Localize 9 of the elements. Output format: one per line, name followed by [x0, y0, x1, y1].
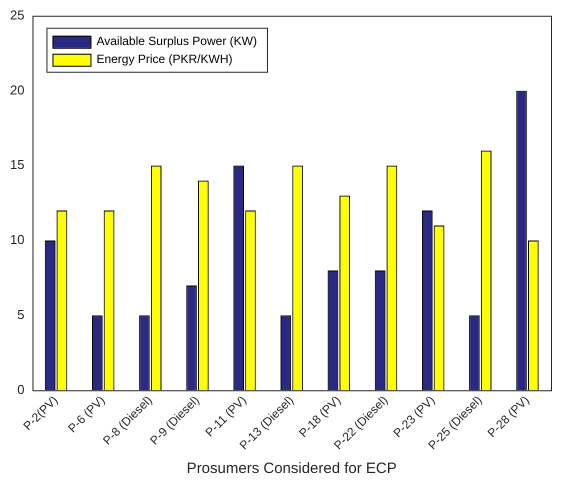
- y-tick-label: 10: [10, 232, 24, 248]
- y-tick-label: 25: [10, 7, 24, 22]
- y-tick-label: 15: [10, 157, 24, 172]
- legend-label: Available Surplus Power (KW): [96, 34, 257, 48]
- y-tick-label: 0: [17, 382, 24, 397]
- x-axis-title: Prosumers Considered for ECP: [186, 460, 397, 478]
- y-tick-label: 5: [17, 306, 24, 322]
- legend-label: Energy Price (PKR/KWH): [96, 52, 232, 66]
- y-tick-label: 20: [10, 82, 24, 98]
